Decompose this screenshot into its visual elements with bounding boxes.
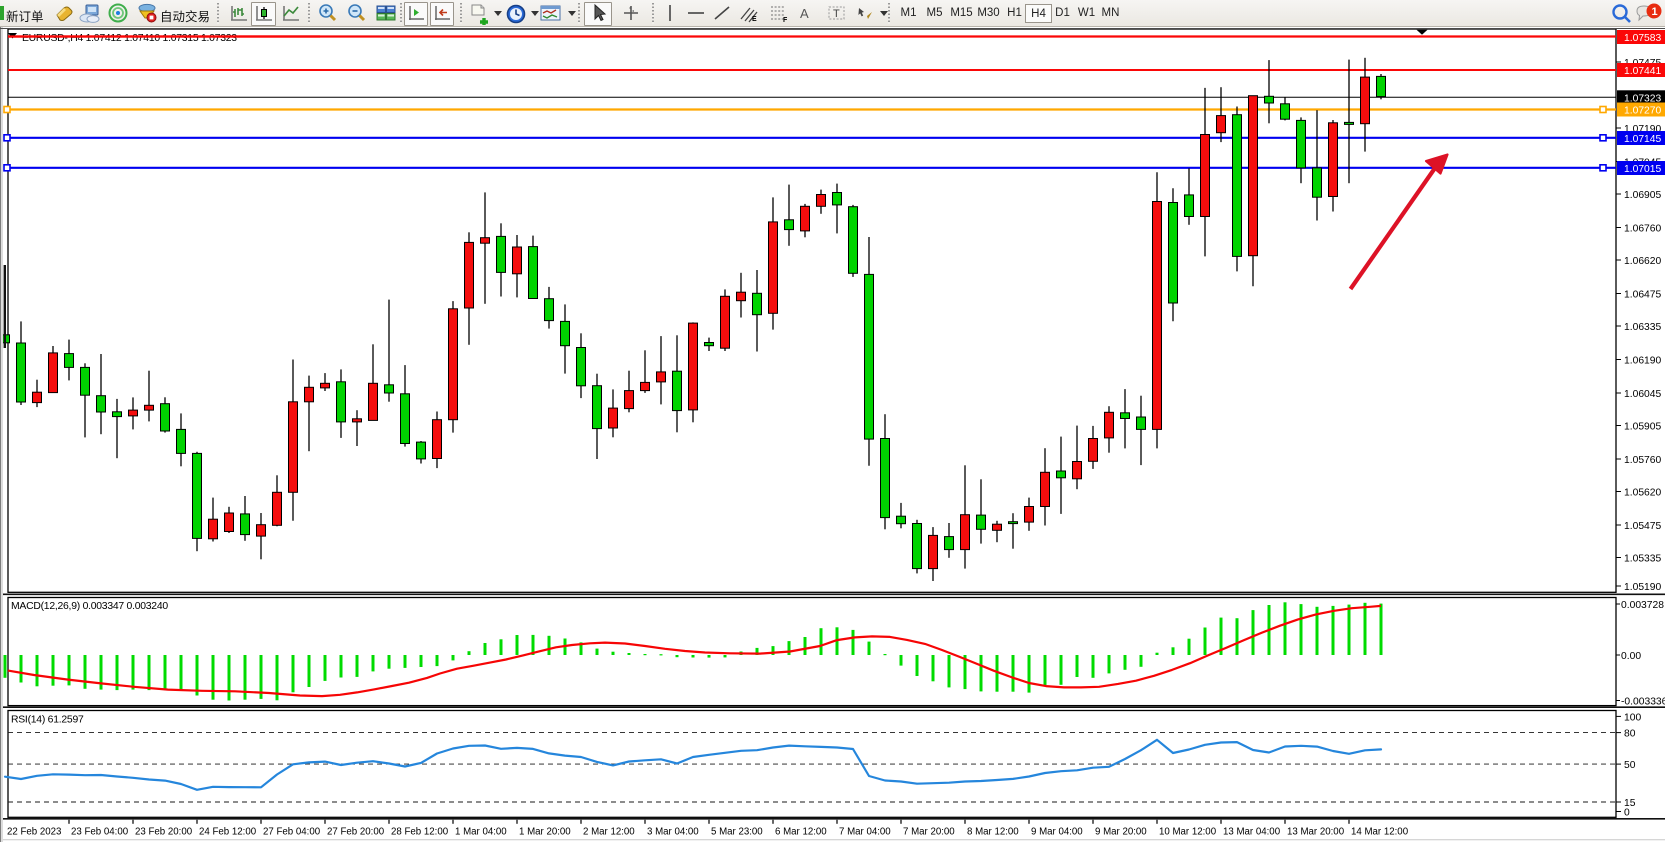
- svg-text:13 Mar 20:00: 13 Mar 20:00: [1287, 827, 1345, 838]
- svg-text:1.07015: 1.07015: [1624, 164, 1661, 175]
- svg-text:1.05760: 1.05760: [1624, 455, 1661, 466]
- svg-text:50: 50: [1624, 760, 1636, 771]
- svg-text:2 Mar 12:00: 2 Mar 12:00: [583, 827, 635, 838]
- svg-text:14 Mar 12:00: 14 Mar 12:00: [1351, 827, 1409, 838]
- svg-text:1.05620: 1.05620: [1624, 488, 1661, 499]
- svg-text:27 Feb 04:00: 27 Feb 04:00: [263, 827, 321, 838]
- svg-text:1.07323: 1.07323: [1624, 93, 1661, 104]
- svg-text:9 Mar 04:00: 9 Mar 04:00: [1031, 827, 1083, 838]
- svg-text:23 Feb 04:00: 23 Feb 04:00: [71, 827, 129, 838]
- svg-text:0.00: 0.00: [1621, 651, 1641, 662]
- svg-text:10 Mar 12:00: 10 Mar 12:00: [1159, 827, 1217, 838]
- svg-text:15: 15: [1624, 798, 1636, 809]
- svg-text:3 Mar 04:00: 3 Mar 04:00: [647, 827, 699, 838]
- svg-text:1.06335: 1.06335: [1624, 322, 1661, 333]
- svg-text:1.05475: 1.05475: [1624, 521, 1661, 532]
- svg-text:1.06760: 1.06760: [1624, 224, 1661, 235]
- svg-text:1.06045: 1.06045: [1624, 389, 1661, 400]
- svg-text:7 Mar 04:00: 7 Mar 04:00: [839, 827, 891, 838]
- svg-text:1.06190: 1.06190: [1624, 356, 1661, 367]
- svg-text:22 Feb 2023: 22 Feb 2023: [7, 827, 61, 838]
- svg-text:RSI(14) 61.2597: RSI(14) 61.2597: [11, 715, 84, 726]
- svg-text:24 Feb 12:00: 24 Feb 12:00: [199, 827, 257, 838]
- svg-text:1.05335: 1.05335: [1624, 554, 1661, 565]
- svg-text:9 Mar 20:00: 9 Mar 20:00: [1095, 827, 1147, 838]
- svg-text:1.07145: 1.07145: [1624, 134, 1661, 145]
- svg-text:27 Feb 20:00: 27 Feb 20:00: [327, 827, 385, 838]
- svg-text:1.06620: 1.06620: [1624, 256, 1661, 267]
- svg-text:1.07583: 1.07583: [1624, 33, 1661, 44]
- svg-text:13 Mar 04:00: 13 Mar 04:00: [1223, 827, 1281, 838]
- svg-text:1: 1: [1652, 6, 1658, 18]
- svg-text:1.07270: 1.07270: [1624, 106, 1661, 117]
- svg-text:1.07190: 1.07190: [1624, 124, 1661, 135]
- svg-text:-0.003336: -0.003336: [1621, 697, 1665, 708]
- svg-text:100: 100: [1624, 712, 1641, 723]
- svg-text:1.05190: 1.05190: [1624, 582, 1661, 593]
- svg-text:T: T: [833, 8, 840, 20]
- svg-text:28 Feb 12:00: 28 Feb 12:00: [391, 827, 449, 838]
- svg-text:1 Mar 20:00: 1 Mar 20:00: [519, 827, 571, 838]
- svg-text:80: 80: [1624, 729, 1636, 740]
- svg-text:0: 0: [1624, 808, 1630, 819]
- svg-text:1 Mar 04:00: 1 Mar 04:00: [455, 827, 507, 838]
- svg-text:MACD(12,26,9) 0.003347 0.00324: MACD(12,26,9) 0.003347 0.003240: [11, 601, 168, 612]
- svg-text:1.05905: 1.05905: [1624, 422, 1661, 433]
- svg-text:F: F: [783, 17, 788, 23]
- svg-text:5 Mar 23:00: 5 Mar 23:00: [711, 827, 763, 838]
- svg-text:7 Mar 20:00: 7 Mar 20:00: [903, 827, 955, 838]
- svg-text:EURUSD-,H4 1.07412 1.07410 1.: EURUSD-,H4 1.07412 1.07410 1.07315 1.073…: [22, 33, 237, 44]
- svg-text:23 Feb 20:00: 23 Feb 20:00: [135, 827, 193, 838]
- svg-text:1.06905: 1.06905: [1624, 190, 1661, 201]
- svg-text:0.003728: 0.003728: [1621, 600, 1664, 611]
- svg-text:8 Mar 12:00: 8 Mar 12:00: [967, 827, 1019, 838]
- svg-text:1.07441: 1.07441: [1624, 66, 1661, 77]
- svg-text:E: E: [752, 16, 757, 23]
- svg-text:6 Mar 12:00: 6 Mar 12:00: [775, 827, 827, 838]
- svg-text:1.06475: 1.06475: [1624, 290, 1661, 301]
